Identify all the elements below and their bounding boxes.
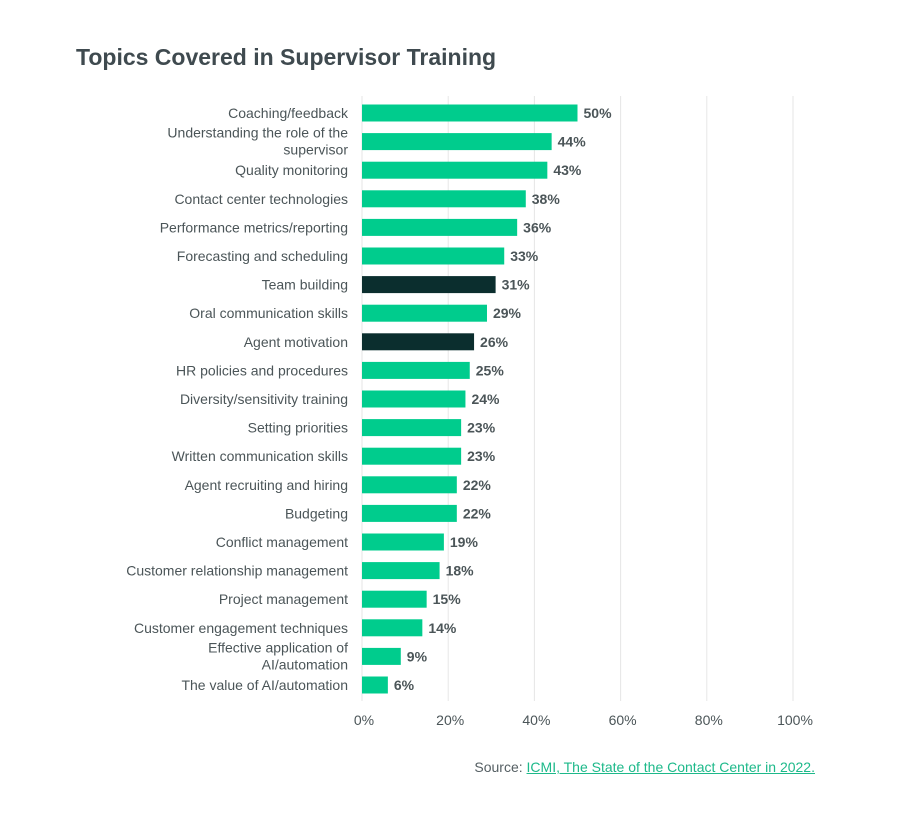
value-label: 9% bbox=[407, 648, 428, 664]
category-label: Agent motivation bbox=[244, 334, 348, 350]
bar bbox=[362, 333, 475, 351]
bar bbox=[362, 161, 548, 179]
value-label: 22% bbox=[463, 505, 492, 521]
value-label: 33% bbox=[510, 248, 539, 264]
value-label: 23% bbox=[467, 420, 496, 436]
bar bbox=[362, 676, 388, 694]
value-label: 25% bbox=[476, 362, 505, 378]
bar bbox=[362, 390, 466, 408]
value-label: 14% bbox=[428, 620, 457, 636]
category-label: Project management bbox=[219, 591, 348, 607]
category-label: Forecasting and scheduling bbox=[177, 248, 348, 264]
value-label: 44% bbox=[558, 134, 587, 150]
category-label: Setting priorities bbox=[248, 420, 348, 436]
value-label: 38% bbox=[532, 191, 561, 207]
category-label: Oral communication skills bbox=[189, 305, 348, 321]
bar bbox=[362, 562, 440, 580]
bar bbox=[362, 190, 526, 208]
bar bbox=[362, 619, 423, 637]
category-label: Customer engagement techniques bbox=[134, 620, 348, 636]
value-label: 19% bbox=[450, 534, 479, 550]
x-tick-label: 0% bbox=[354, 712, 374, 728]
category-label: Understanding the role of the supervisor bbox=[167, 125, 348, 158]
value-label: 18% bbox=[446, 563, 475, 579]
bar bbox=[362, 476, 457, 494]
source-prefix: Source: bbox=[474, 759, 527, 775]
category-label: Agent recruiting and hiring bbox=[185, 477, 348, 493]
bar bbox=[362, 361, 470, 379]
x-tick-label: 20% bbox=[436, 712, 464, 728]
bar bbox=[362, 647, 401, 665]
bar bbox=[362, 504, 457, 522]
value-label: 22% bbox=[463, 477, 492, 493]
bar bbox=[362, 247, 505, 265]
value-label: 23% bbox=[467, 448, 496, 464]
bar bbox=[362, 590, 427, 608]
value-label: 31% bbox=[502, 277, 531, 293]
x-tick-label: 60% bbox=[609, 712, 637, 728]
value-label: 6% bbox=[394, 677, 415, 693]
bar bbox=[362, 533, 444, 551]
source-note: Source: ICMI, The State of the Contact C… bbox=[474, 759, 815, 775]
value-label: 26% bbox=[480, 334, 509, 350]
category-label: Quality monitoring bbox=[235, 162, 348, 178]
category-label: Performance metrics/reporting bbox=[160, 219, 348, 235]
x-tick-label: 40% bbox=[522, 712, 550, 728]
category-label: Team building bbox=[262, 277, 348, 293]
bar bbox=[362, 447, 462, 465]
bar bbox=[362, 218, 518, 236]
category-label: Customer relationship management bbox=[126, 563, 348, 579]
value-label: 15% bbox=[433, 591, 462, 607]
value-label: 29% bbox=[493, 305, 522, 321]
bar-chart: 0% 20% 40% 60% 80% 100% Coaching/feedback 50% Un… bbox=[126, 96, 813, 728]
value-label: 36% bbox=[523, 219, 552, 235]
bar bbox=[362, 419, 462, 437]
category-label: Diversity/sensitivity training bbox=[180, 391, 348, 407]
bar bbox=[362, 104, 578, 122]
value-label: 43% bbox=[553, 162, 582, 178]
category-label: Coaching/feedback bbox=[228, 105, 349, 121]
category-label: Written communication skills bbox=[172, 448, 348, 464]
bar bbox=[362, 276, 496, 294]
category-label: The value of AI/automation bbox=[181, 677, 348, 693]
x-tick-label: 80% bbox=[695, 712, 723, 728]
bar bbox=[362, 304, 487, 322]
category-label: Conflict management bbox=[216, 534, 348, 550]
category-label: Effective application of AI/automation bbox=[208, 639, 348, 672]
value-label: 24% bbox=[471, 391, 500, 407]
source-link[interactable]: ICMI, The State of the Contact Center in… bbox=[526, 759, 815, 775]
value-label: 50% bbox=[584, 105, 613, 121]
bar bbox=[362, 133, 552, 151]
category-label: Budgeting bbox=[285, 505, 348, 521]
category-label: Contact center technologies bbox=[174, 191, 348, 207]
category-label: HR policies and procedures bbox=[176, 362, 348, 378]
chart-title: Topics Covered in Supervisor Training bbox=[76, 44, 497, 70]
x-tick-label: 100% bbox=[777, 712, 813, 728]
